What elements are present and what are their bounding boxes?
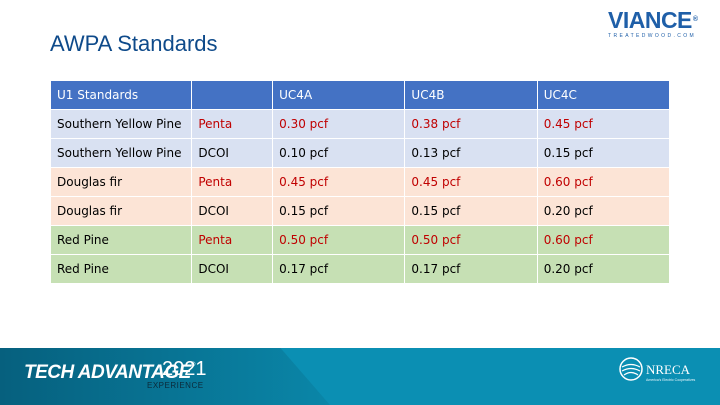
uc4a-cell: 0.30 pcf: [272, 109, 406, 139]
table-row: Southern Yellow Pine DCOI 0.10 pcf 0.13 …: [49, 138, 671, 168]
uc4a-cell: 0.15 pcf: [272, 196, 406, 226]
uc4b-cell: 0.13 pcf: [404, 138, 538, 168]
species-cell: Douglas fir: [49, 196, 193, 226]
species-cell: Douglas fir: [49, 167, 193, 197]
preservative-cell: DCOI: [191, 196, 274, 226]
table-row: Douglas fir DCOI 0.15 pcf 0.15 pcf 0.20 …: [49, 196, 671, 226]
event-subtitle: EXPERIENCE: [147, 381, 204, 390]
uc4b-cell: 0.15 pcf: [404, 196, 538, 226]
standards-table: U1 Standards UC4A UC4B UC4C Southern Yel…: [49, 80, 671, 284]
preservative-cell: DCOI: [191, 138, 274, 168]
uc4b-cell: 0.50 pcf: [404, 225, 538, 255]
nreca-globe-icon: [619, 357, 643, 381]
page-title: AWPA Standards: [50, 31, 218, 56]
uc4a-cell: 0.45 pcf: [272, 167, 406, 197]
uc4c-cell: 0.20 pcf: [536, 254, 671, 284]
uc4c-cell: 0.45 pcf: [536, 109, 671, 139]
logo-wordmark: VIANCE®: [608, 7, 698, 33]
uc4b-cell: 0.17 pcf: [404, 254, 538, 284]
event-logo: TECH ADVANTAGE®: [24, 362, 195, 383]
uc4a-cell: 0.17 pcf: [272, 254, 406, 284]
footer-banner: TECH ADVANTAGE® 2021 EXPERIENCE NRECA Am…: [0, 348, 720, 405]
preservative-cell: Penta: [191, 109, 274, 139]
species-cell: Southern Yellow Pine: [49, 138, 193, 168]
event-year: 2021: [162, 358, 207, 380]
table-row: Red Pine DCOI 0.17 pcf 0.17 pcf 0.20 pcf: [49, 254, 671, 284]
viance-logo: VIANCE® TREATEDWOOD.COM: [608, 8, 712, 42]
uc4c-cell: 0.60 pcf: [536, 225, 671, 255]
uc4c-cell: 0.60 pcf: [536, 167, 671, 197]
table-row: Southern Yellow Pine Penta 0.30 pcf 0.38…: [49, 109, 671, 139]
logo-tagline: TREATEDWOOD.COM: [608, 33, 697, 39]
preservative-cell: DCOI: [191, 254, 274, 284]
table-header-row: U1 Standards UC4A UC4B UC4C: [49, 80, 671, 110]
uc4a-cell: 0.50 pcf: [272, 225, 406, 255]
uc4a-cell: 0.10 pcf: [272, 138, 406, 168]
uc4c-cell: 0.20 pcf: [536, 196, 671, 226]
table-row: Red Pine Penta 0.50 pcf 0.50 pcf 0.60 pc…: [49, 225, 671, 255]
uc4b-cell: 0.45 pcf: [404, 167, 538, 197]
org-subtitle: America's Electric Cooperatives: [646, 378, 696, 382]
uc4c-cell: 0.15 pcf: [536, 138, 671, 168]
uc4b-cell: 0.38 pcf: [404, 109, 538, 139]
header-cell: [191, 80, 274, 110]
header-cell: U1 Standards: [49, 80, 193, 110]
preservative-cell: Penta: [191, 225, 274, 255]
species-cell: Southern Yellow Pine: [49, 109, 193, 139]
header-cell: UC4C: [536, 80, 671, 110]
species-cell: Red Pine: [49, 254, 193, 284]
species-cell: Red Pine: [49, 225, 193, 255]
preservative-cell: Penta: [191, 167, 274, 197]
table-row: Douglas fir Penta 0.45 pcf 0.45 pcf 0.60…: [49, 167, 671, 197]
org-name: NRECA: [646, 362, 691, 377]
header-cell: UC4B: [404, 80, 538, 110]
footer-gradient: [0, 348, 330, 405]
header-cell: UC4A: [272, 80, 406, 110]
